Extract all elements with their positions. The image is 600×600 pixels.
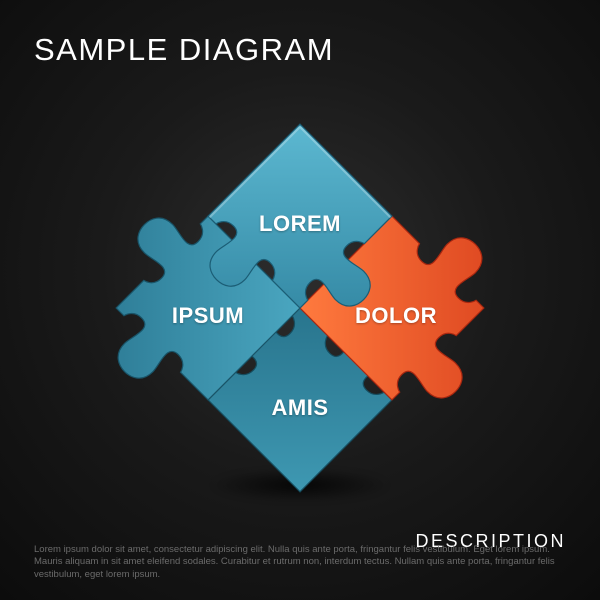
puzzle-svg [100,108,500,508]
puzzle-container: LOREM IPSUM DOLOR AMIS [100,108,500,508]
description-body: Lorem ipsum dolor sit amet, consectetur … [34,544,566,582]
piece-label-top: LOREM [259,211,341,237]
diagram-canvas: SAMPLE DIAGRAM [0,0,600,600]
piece-label-right: DOLOR [355,303,437,329]
page-title: SAMPLE DIAGRAM [34,32,334,68]
piece-label-left: IPSUM [172,303,244,329]
piece-label-bottom: AMIS [272,395,329,421]
